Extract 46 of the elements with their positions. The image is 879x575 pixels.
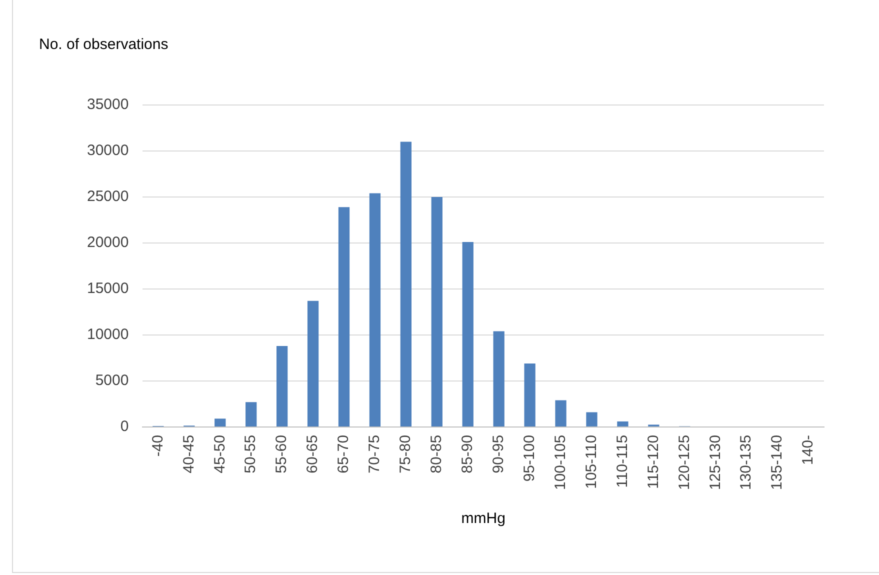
y-tick-label: 0 <box>120 418 129 436</box>
x-tick-label: 80-85 <box>428 434 446 474</box>
bar <box>246 402 257 426</box>
x-tick-label: 100-105 <box>552 434 569 490</box>
bar <box>400 142 412 426</box>
bar <box>276 346 288 426</box>
x-tick-label: 90-95 <box>490 434 507 474</box>
x-tick-label: 105-110 <box>582 434 600 489</box>
y-tick-label: 5000 <box>95 372 129 390</box>
x-tick-label: 40-45 <box>180 434 198 474</box>
x-tick-label: 120-125 <box>676 434 693 490</box>
y-axis-title: No. of observations <box>39 36 168 54</box>
y-tick-label: 15000 <box>86 280 129 298</box>
x-tick-label: 140- <box>800 434 817 465</box>
y-tick-label: 25000 <box>86 188 129 206</box>
x-tick-label: 45-50 <box>211 434 228 474</box>
x-tick-label: 85-90 <box>459 434 476 474</box>
x-tick-label: 70-75 <box>366 434 384 474</box>
y-tick-label: 30000 <box>86 142 129 160</box>
bar <box>555 400 566 426</box>
x-tick-label: -40 <box>149 434 166 457</box>
x-tick-label: 115-120 <box>644 434 662 489</box>
y-tick-label: 35000 <box>86 96 129 114</box>
x-tick-label: 135-140 <box>768 434 786 490</box>
bar <box>369 193 381 426</box>
bar <box>214 418 226 426</box>
bar <box>307 300 319 426</box>
bar <box>338 207 350 426</box>
bar <box>586 412 598 426</box>
x-tick-label: 125-130 <box>706 434 724 490</box>
x-tick-label: 60-65 <box>304 434 322 474</box>
x-tick-label: 50-55 <box>242 434 260 474</box>
x-tick-label: 65-70 <box>335 434 352 474</box>
bar <box>617 421 628 426</box>
x-tick-label: 75-80 <box>397 434 414 474</box>
x-axis-title: mmHg <box>461 510 506 528</box>
bar <box>431 196 442 426</box>
y-tick-label: 20000 <box>86 234 129 252</box>
bar <box>462 242 474 426</box>
bar <box>493 331 504 426</box>
x-tick-label: 95-100 <box>520 434 538 482</box>
x-tick-label: 110-115 <box>614 434 631 488</box>
y-tick-label: 10000 <box>86 326 129 344</box>
bar <box>524 363 536 426</box>
x-tick-label: 130-135 <box>738 434 755 490</box>
x-tick-label: 55-60 <box>273 434 290 474</box>
